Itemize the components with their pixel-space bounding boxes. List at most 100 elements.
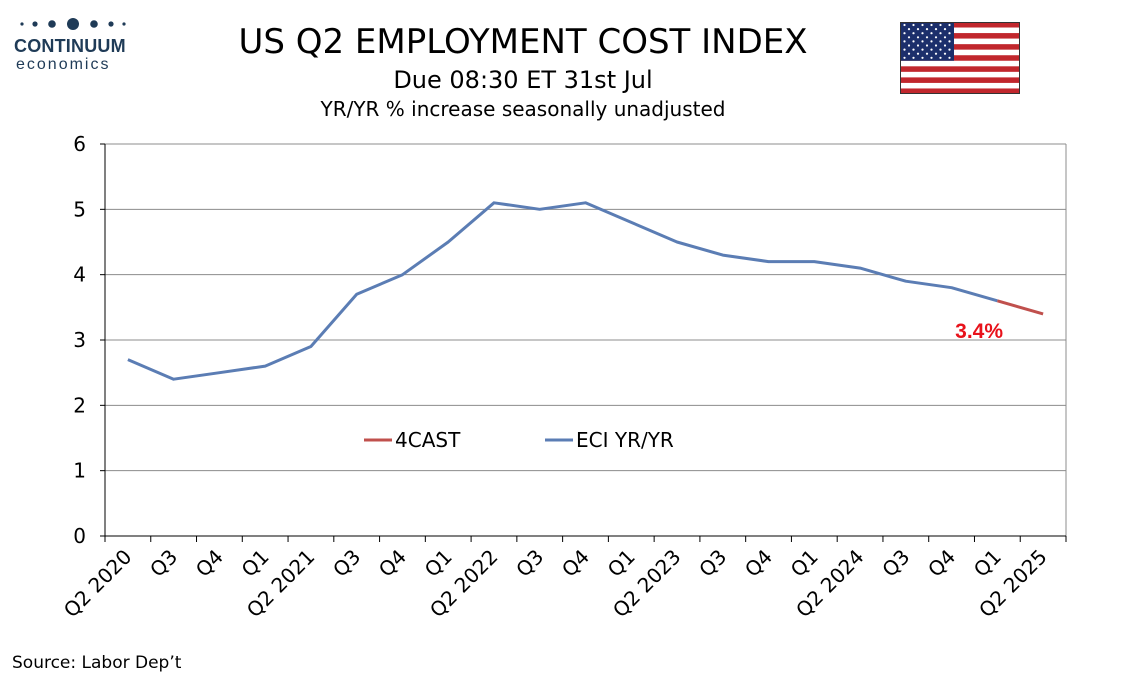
x-tick-label: Q3 — [694, 545, 731, 582]
flag-star — [912, 56, 915, 59]
flag-star — [930, 32, 933, 35]
flag-star — [907, 36, 911, 39]
flag-star — [930, 48, 933, 51]
flag-star — [912, 23, 915, 27]
flag-star — [948, 56, 951, 59]
flag-star — [925, 44, 929, 47]
flag-star — [939, 48, 942, 51]
flag-stripe — [900, 66, 1020, 73]
flag-star — [916, 28, 920, 31]
forecast-annotation: 3.4% — [955, 320, 1003, 343]
flag-stripe — [900, 44, 1020, 50]
y-tick-label: 4 — [73, 263, 86, 287]
flag-star — [948, 32, 951, 35]
x-tick-label: Q1 — [969, 545, 1006, 582]
flag-star — [948, 48, 951, 51]
flag-star — [930, 56, 933, 59]
flag-star — [934, 44, 938, 47]
flag-stripe — [900, 38, 1020, 45]
flag-star — [930, 23, 933, 27]
us-flag-icon — [900, 22, 1020, 94]
flag-stripe — [900, 27, 1020, 34]
flag-star — [925, 28, 929, 31]
flag-star — [925, 52, 929, 55]
flag-star — [934, 52, 938, 55]
brand-logo: CONTINUUM economics — [12, 14, 132, 76]
logo-subtitle: economics — [16, 56, 111, 73]
logo-name: CONTINUUM — [14, 36, 126, 56]
series-line-1 — [996, 299, 1044, 316]
chart-subtitle-measure: YR/YR % increase seasonally unadjusted — [320, 97, 726, 121]
flag-star — [934, 28, 938, 31]
x-tick-label: Q3 — [511, 545, 548, 582]
flag-star — [939, 23, 942, 27]
legend-label: ECI YR/YR — [576, 428, 674, 452]
series-line-0 — [127, 201, 998, 381]
grid-lines — [105, 143, 1066, 472]
x-tick-label: Q1 — [786, 545, 823, 582]
flag-stripe — [900, 77, 1020, 84]
y-tick-label: 0 — [73, 524, 86, 548]
flag-border — [900, 22, 1020, 94]
flag-star — [943, 44, 947, 47]
annotations: 3.4% — [955, 320, 1003, 343]
flag-star — [916, 36, 920, 39]
flag-star — [921, 23, 924, 27]
x-tick-label: Q4 — [740, 545, 777, 582]
y-tick-label: 2 — [73, 393, 86, 417]
flag-star — [903, 32, 906, 35]
flag-star — [907, 52, 911, 55]
flag-star — [903, 23, 906, 27]
logo-dots-icon — [20, 18, 126, 30]
flag-stripe — [900, 82, 1020, 89]
flag-star — [939, 56, 942, 59]
legend: 4CAST ECI YR/YR — [364, 428, 674, 452]
chart-subtitle-release: Due 08:30 ET 31st Jul — [393, 66, 653, 94]
x-tick-label: Q4 — [374, 545, 411, 582]
flag-star — [903, 48, 906, 51]
x-tick-label: Q4 — [191, 545, 228, 582]
chart-title: US Q2 EMPLOYMENT COST INDEX — [238, 22, 808, 62]
flag-star — [948, 23, 951, 27]
y-tick-label: 3 — [73, 328, 86, 352]
flag-star — [916, 44, 920, 47]
flag-star — [921, 40, 924, 43]
y-axis-ticks: 0 1 2 3 4 5 6 — [73, 132, 105, 548]
flag-stripe — [900, 22, 1020, 28]
x-tick-label: Q4 — [923, 545, 960, 582]
legend-label: 4CAST — [395, 428, 461, 452]
flag-star — [943, 52, 947, 55]
flag-stripe — [900, 49, 1020, 56]
flag-star — [921, 48, 924, 51]
flag-star — [939, 32, 942, 35]
flag-star — [912, 32, 915, 35]
flag-star — [930, 40, 933, 43]
flag-star — [943, 36, 947, 39]
x-tick-label: Q3 — [877, 545, 914, 582]
flag-star — [943, 28, 947, 31]
flag-stripe — [900, 33, 1020, 39]
x-tick-label: Q3 — [145, 545, 182, 582]
flag-stripe — [900, 88, 1020, 94]
flag-star — [903, 56, 906, 59]
flag-star — [912, 48, 915, 51]
x-tick-label: Q3 — [328, 545, 365, 582]
flag-star — [912, 40, 915, 43]
y-tick-label: 1 — [73, 459, 86, 483]
series-lines — [127, 201, 1044, 381]
flag-stripe — [900, 55, 1020, 61]
flag-stripe — [900, 71, 1020, 78]
flag-stripe — [900, 60, 1020, 67]
x-tick-label: Q1 — [237, 545, 274, 582]
flag-star — [921, 32, 924, 35]
flag-star — [948, 40, 951, 43]
y-tick-label: 5 — [73, 197, 86, 221]
flag-star — [907, 28, 911, 31]
source-note: Source: Labor Dep’t — [12, 653, 182, 673]
flag-star — [907, 44, 911, 47]
x-tick-label: Q4 — [557, 545, 594, 582]
x-tick-label: Q1 — [603, 545, 640, 582]
x-tick-label: Q2 2020 — [59, 545, 137, 623]
